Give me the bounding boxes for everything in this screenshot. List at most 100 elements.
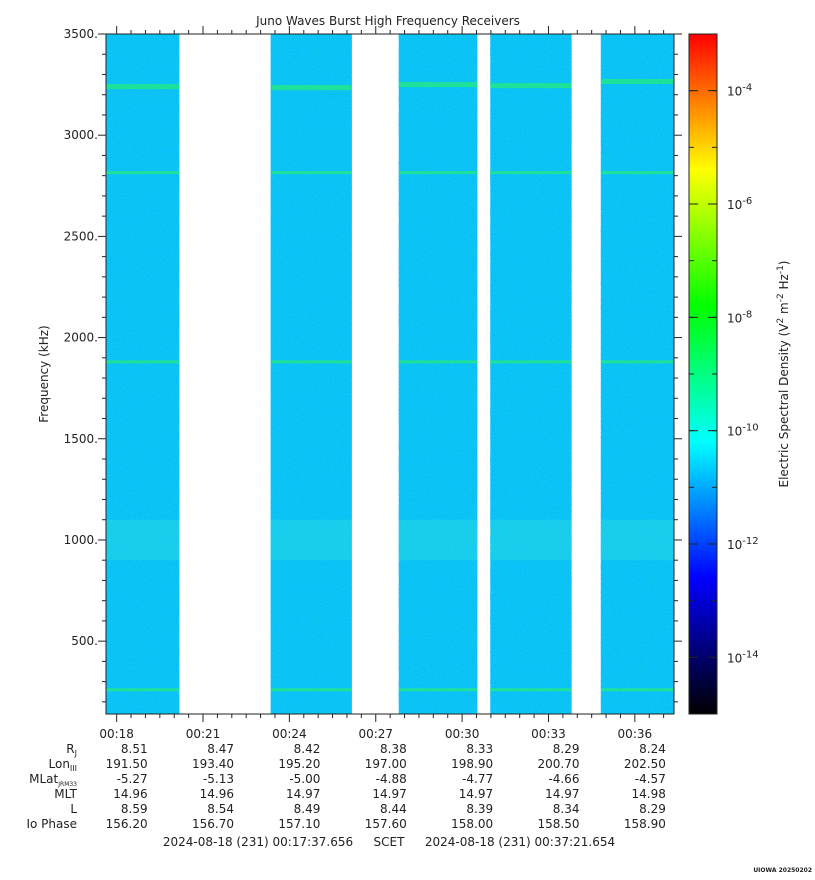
segment-noise: [600, 34, 674, 714]
ephemeris-value: -4.57: [635, 772, 666, 786]
x-tick-label: 00:21: [186, 727, 221, 741]
data-segment-4: [490, 34, 572, 714]
ephemeris-row-label: LonIII: [49, 757, 78, 773]
ephemeris-value: 14.98: [631, 787, 665, 801]
ephemeris-value: 8.29: [553, 742, 580, 756]
time-range-end: 2024-08-18 (231) 00:37:21.654: [425, 835, 615, 849]
ephemeris-value: 14.96: [113, 787, 147, 801]
ephemeris-value: 8.47: [207, 742, 234, 756]
colorbar-label-mid2: Hz: [777, 274, 791, 293]
ephemeris-value: -4.77: [462, 772, 493, 786]
data-segment-2: [270, 34, 352, 714]
ephemeris-value: 8.24: [639, 742, 666, 756]
ephemeris-value: 14.97: [286, 787, 320, 801]
colorbar-label: Electric Spectral Density (V2 m-2 Hz-1): [776, 260, 791, 487]
plot-area: [105, 33, 675, 715]
plot-frame: [105, 33, 675, 715]
segment-noise: [106, 34, 180, 714]
ephemeris-value: 156.70: [192, 817, 234, 831]
colorbar-label-sup2: -2: [776, 293, 786, 302]
watermark: UIOWA 20250202: [753, 867, 812, 874]
ephemeris-value: -4.88: [376, 772, 407, 786]
ephemeris-value: 157.10: [278, 817, 320, 831]
ephemeris-value: 158.00: [451, 817, 493, 831]
ephemeris-value: -5.27: [117, 772, 148, 786]
x-tick-label: 00:24: [272, 727, 307, 741]
ephemeris-value: 158.50: [537, 817, 579, 831]
x-tick-label: 00:18: [99, 727, 134, 741]
ephemeris-value: 198.90: [451, 757, 493, 771]
y-axis-label: Frequency (kHz): [37, 325, 51, 422]
y-tick-label: 3500.: [64, 27, 98, 41]
ephemeris-value: 158.90: [624, 817, 666, 831]
data-segment-1: [106, 34, 180, 714]
ephemeris-value: 14.97: [459, 787, 493, 801]
ephemeris-value: 8.29: [639, 802, 666, 816]
ephemeris-value: 156.20: [106, 817, 148, 831]
colorbar-tick-label: 10-8: [727, 309, 752, 325]
segment-noise: [490, 34, 572, 714]
ephemeris-value: 8.44: [380, 802, 407, 816]
ephemeris-value: 8.34: [553, 802, 580, 816]
colorbar-tick-label: 10-10: [727, 423, 759, 439]
x-tick-label: 00:36: [618, 727, 653, 741]
x-tick-label: 00:27: [358, 727, 393, 741]
ephemeris-value: 8.51: [121, 742, 148, 756]
ephemeris-row-label: MLatJRM33: [29, 772, 77, 788]
colorbar-tick-label: 10-4: [727, 83, 752, 99]
data-segment-3: [398, 34, 478, 714]
ephemeris-value: 8.59: [121, 802, 148, 816]
y-tick-label: 2500.: [64, 229, 98, 243]
x-axis: 00:18 00:21 00:24 00:27 00:30 00:33 00:36: [99, 26, 665, 741]
colorbar-ticks: 10-4 10-6 10-8 10-10 10-12 10-14: [689, 33, 759, 715]
colorbar-label-sup1: 2: [776, 318, 786, 324]
ephemeris-row-label: L: [70, 802, 77, 816]
colorbar-tick-label: 10-14: [727, 649, 759, 665]
ephemeris-value: 14.96: [200, 787, 234, 801]
ephemeris-value: 8.49: [294, 802, 321, 816]
ephemeris-value: -4.66: [548, 772, 579, 786]
x-tick-label: 00:30: [445, 727, 480, 741]
y-tick-label: 1000.: [64, 533, 98, 547]
colorbar-label-sup3: -1: [776, 265, 786, 274]
colorbar-tick-label: 10-6: [727, 196, 752, 212]
ephemeris-value: 14.97: [545, 787, 579, 801]
segment-glow: [600, 519, 674, 561]
segment-glow: [490, 519, 572, 561]
y-axis: 3500. 3000. 2500. 2000. 1500. 1000. 500.: [64, 27, 682, 703]
ephemeris-row-label: Io Phase: [26, 817, 77, 831]
ephemeris-value: 8.54: [207, 802, 234, 816]
time-range-start: 2024-08-18 (231) 00:17:37.656: [163, 835, 353, 849]
ephemeris-value: -5.00: [289, 772, 320, 786]
segment-noise: [398, 34, 478, 714]
ephemeris-table: RJ 8.51 8.47 8.42 8.38 8.33 8.29 8.24 LonIII 191.…: [26, 742, 665, 831]
colorbar-label-end: ): [777, 260, 791, 265]
ephemeris-value: 195.20: [278, 757, 320, 771]
y-tick-label: 3000.: [64, 128, 98, 142]
segment-noise: [270, 34, 352, 714]
colorbar-label-mid1: m: [777, 302, 791, 318]
ephemeris-value: 8.39: [466, 802, 493, 816]
ephemeris-value: 191.50: [106, 757, 148, 771]
time-range-scet: SCET: [374, 835, 406, 849]
colorbar-label-main: Electric Spectral Density (V: [777, 323, 791, 488]
ephemeris-value: 157.60: [365, 817, 407, 831]
ephemeris-value: 8.42: [294, 742, 321, 756]
ephemeris-value: 8.33: [466, 742, 493, 756]
ephemeris-value: 202.50: [624, 757, 666, 771]
x-tick-label: 00:33: [531, 727, 566, 741]
ephemeris-value: 197.00: [365, 757, 407, 771]
segment-glow: [270, 519, 352, 561]
colorbar-tick-label: 10-12: [727, 536, 759, 552]
ephemeris-value: 200.70: [537, 757, 579, 771]
ephemeris-value: 193.40: [192, 757, 234, 771]
ephemeris-row-label: MLT: [54, 787, 77, 801]
segment-glow: [398, 519, 478, 561]
ephemeris-value: -5.13: [203, 772, 234, 786]
ephemeris-row-label: RJ: [66, 742, 77, 758]
y-tick-label: 500.: [71, 634, 98, 648]
segment-glow: [106, 519, 180, 561]
ephemeris-value: 14.97: [372, 787, 406, 801]
data-segment-5: [600, 34, 674, 714]
